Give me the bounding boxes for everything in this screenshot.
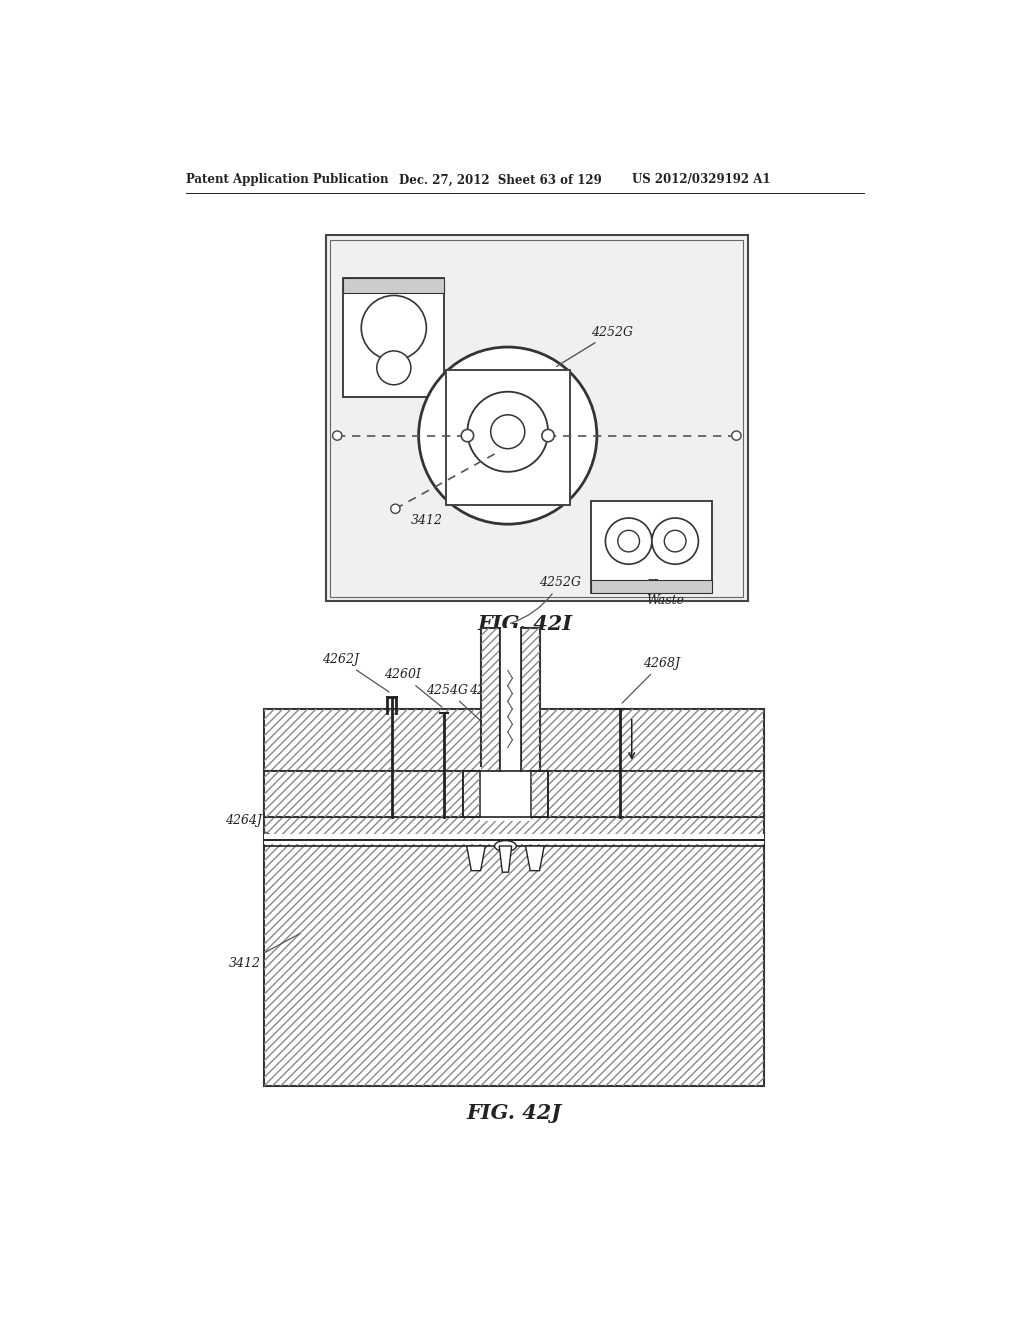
Bar [463,771,480,817]
Text: FIG. 42J: FIG. 42J [466,1104,561,1123]
Text: 4264J: 4264J [225,814,285,842]
Text: FIG. 42I: FIG. 42I [477,614,572,634]
Circle shape [732,432,741,441]
Text: 4254G: 4254G [426,684,482,722]
Circle shape [361,296,426,360]
Text: Flow to
Waste: Flow to Waste [646,579,693,607]
Bar [521,628,541,771]
Bar [480,628,500,771]
Text: 4252G: 4252G [510,576,581,623]
Text: 3412: 3412 [228,933,300,970]
Circle shape [419,347,597,524]
Bar [263,771,764,817]
Bar [531,771,548,817]
Bar [445,370,569,506]
Polygon shape [525,846,544,871]
Ellipse shape [495,841,516,851]
Bar [343,277,444,397]
Circle shape [467,392,548,471]
Bar [500,628,521,771]
Circle shape [542,429,554,442]
Bar [326,235,748,601]
Bar [263,709,764,1086]
Bar [480,767,531,821]
Text: Dec. 27, 2012  Sheet 63 of 129: Dec. 27, 2012 Sheet 63 of 129 [399,173,602,186]
Bar [263,834,764,843]
Polygon shape [500,846,512,873]
Circle shape [461,429,474,442]
Circle shape [391,504,400,513]
Circle shape [665,531,686,552]
Bar [463,771,480,817]
Circle shape [333,432,342,441]
Bar [263,709,764,1086]
Circle shape [617,531,640,552]
Text: 4260I: 4260I [384,668,442,708]
Circle shape [605,517,652,564]
Text: 4262J: 4262J [322,653,389,692]
Bar [521,628,541,771]
Polygon shape [467,846,485,871]
Bar [480,628,500,771]
Circle shape [652,517,698,564]
Text: 3412: 3412 [411,515,442,527]
Bar [531,771,548,817]
Bar [343,277,444,293]
Bar [263,771,764,817]
Circle shape [490,414,524,449]
Text: 4268J: 4268J [623,656,680,704]
Text: US 2012/0329192 A1: US 2012/0329192 A1 [632,173,770,186]
Bar [463,771,548,817]
Bar [592,579,712,594]
Bar [592,502,712,594]
Bar [331,240,743,597]
Text: Patent Application Publication: Patent Application Publication [186,173,389,186]
Text: 4266J: 4266J [469,684,523,722]
Text: 4252G: 4252G [557,326,634,367]
Circle shape [377,351,411,385]
